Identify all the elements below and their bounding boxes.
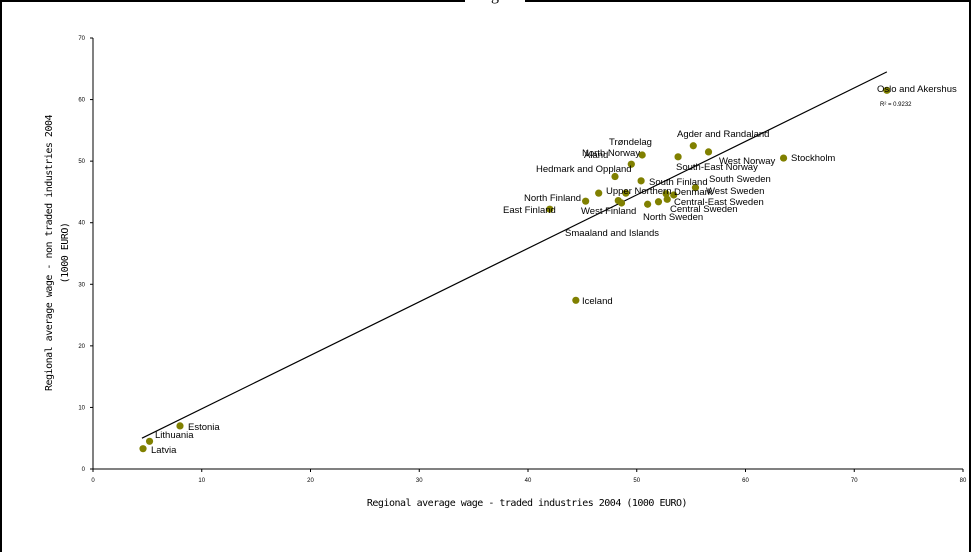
- point-label: West Norway: [719, 156, 776, 167]
- data-point: [644, 200, 652, 208]
- data-point: [662, 190, 670, 198]
- y-ticks: 0 10 20 30 40 50 60 70: [78, 36, 93, 473]
- clipped-title-fragment: g: [465, 0, 525, 4]
- y-tick-label: 50: [78, 159, 85, 165]
- data-point: [670, 191, 678, 199]
- data-point: [663, 195, 671, 203]
- data-point: [176, 422, 184, 430]
- point-label: South Sweden: [709, 174, 771, 185]
- y-tick-label: 20: [78, 344, 85, 350]
- point-label: Estonia: [188, 422, 220, 433]
- x-tick-label: 70: [851, 478, 858, 484]
- point-label: Upper Northern: [606, 186, 671, 197]
- data-point: [611, 172, 619, 181]
- y-tick-label: 10: [78, 405, 85, 411]
- point-label: Agder and Randaland: [677, 129, 769, 140]
- point-label: Stockholm: [791, 153, 835, 164]
- data-point: [637, 177, 645, 185]
- point-label: Iceland: [582, 296, 613, 307]
- data-point: [582, 197, 590, 205]
- point-label: Central-East Sweden: [674, 197, 764, 208]
- x-ticks: 0 10 20 30 40 50 60 70 80: [91, 469, 967, 484]
- x-tick-label: 10: [198, 478, 205, 484]
- point-label: Latvia: [151, 445, 177, 456]
- r-squared-label: R² = 0.9232: [880, 102, 912, 108]
- point-label: Central Sweden: [670, 204, 738, 215]
- data-point: [691, 184, 700, 192]
- x-tick-label: 50: [633, 478, 640, 484]
- x-tick-label: 20: [307, 478, 314, 484]
- y-tick-label: 0: [82, 467, 86, 473]
- data-point: [617, 199, 626, 207]
- x-tick-label: 0: [91, 478, 95, 484]
- point-label: North Finland: [524, 193, 581, 204]
- x-tick-label: 80: [960, 478, 967, 484]
- data-point: [674, 153, 682, 161]
- x-axis-title: Regional average wage - traded industrie…: [367, 498, 687, 509]
- point-label: Lithuania: [155, 430, 194, 441]
- data-point: [595, 189, 603, 197]
- y-tick-label: 30: [78, 282, 85, 288]
- data-point: [145, 437, 154, 445]
- data-point: [572, 296, 580, 304]
- point-label: West Sweden: [706, 186, 764, 197]
- x-tick-label: 60: [742, 478, 749, 484]
- point-label: Åland: [584, 150, 608, 161]
- point-label: North Norway: [582, 148, 640, 159]
- y-axis-unit: (1000 EURO): [60, 223, 71, 284]
- data-points: [139, 86, 891, 453]
- y-axis-title: Regional average wage - non traded indus…: [44, 115, 55, 392]
- point-label: East Finland: [503, 205, 556, 216]
- point-label: Oslo and Akershus: [877, 84, 957, 95]
- point-label: West Finland: [581, 206, 636, 217]
- point-label: Hedmark and Oppland: [536, 164, 632, 175]
- data-point: [638, 151, 646, 159]
- data-point: [627, 160, 635, 168]
- point-label: South-East Norway: [676, 162, 758, 173]
- data-point: [704, 148, 713, 156]
- point-label: Smaaland and Islands: [565, 228, 659, 239]
- trendline: [141, 71, 888, 439]
- point-label: North Sweden: [643, 212, 703, 223]
- point-labels: Oslo and Akershus Stockholm Agder and Rand…: [151, 84, 957, 456]
- x-tick-label: 30: [416, 478, 423, 484]
- y-tick-label: 40: [78, 221, 85, 227]
- x-tick-label: 40: [525, 478, 532, 484]
- point-label: South Finland: [649, 177, 708, 188]
- data-point: [883, 86, 891, 94]
- y-tick-label: 70: [78, 36, 85, 42]
- data-point: [689, 142, 697, 150]
- point-label: Trøndelag: [609, 137, 652, 148]
- data-point: [654, 198, 663, 206]
- y-tick-label: 60: [78, 98, 85, 104]
- data-point: [546, 205, 554, 213]
- data-point: [622, 189, 630, 197]
- point-label: Denmark: [674, 187, 713, 198]
- data-point: [779, 154, 788, 162]
- axes: [92, 38, 963, 470]
- data-point: [139, 445, 147, 453]
